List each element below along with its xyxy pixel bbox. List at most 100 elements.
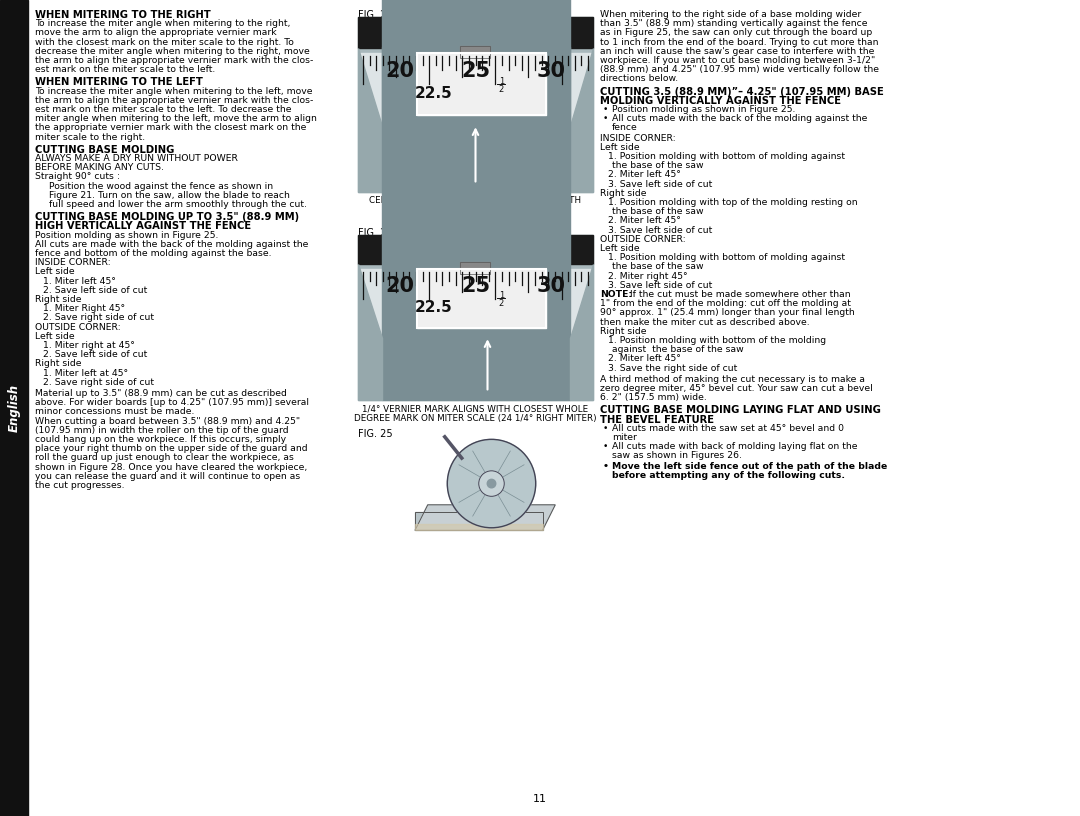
Text: 90° approx. 1" (25.4 mm) longer than your final length: 90° approx. 1" (25.4 mm) longer than you… [600, 308, 854, 317]
Text: HIGH VERTICALLY AGAINST THE FENCE: HIGH VERTICALLY AGAINST THE FENCE [35, 221, 252, 232]
Text: full speed and lower the arm smoothly through the cut.: full speed and lower the arm smoothly th… [49, 200, 307, 209]
Text: 1: 1 [499, 291, 504, 300]
Text: CUTTING BASE MOLDING LAYING FLAT AND USING: CUTTING BASE MOLDING LAYING FLAT AND USI… [600, 406, 881, 415]
Polygon shape [415, 505, 555, 530]
Text: •: • [603, 424, 608, 432]
Text: 1. Miter right at 45°: 1. Miter right at 45° [43, 341, 135, 350]
Polygon shape [415, 524, 542, 530]
Text: 1. Miter left 45°: 1. Miter left 45° [43, 277, 116, 286]
Text: zero degree miter, 45° bevel cut. Your saw can cut a bevel: zero degree miter, 45° bevel cut. Your s… [600, 384, 873, 393]
Text: 30: 30 [536, 277, 565, 296]
Text: 22.5: 22.5 [415, 300, 453, 315]
Text: 1. Position molding with bottom of molding against: 1. Position molding with bottom of moldi… [608, 152, 845, 161]
Text: the cut progresses.: the cut progresses. [35, 481, 124, 490]
Text: 2. Miter left 45°: 2. Miter left 45° [608, 216, 680, 225]
Text: DESIRED WHOLE ANGLE ON MITER SCALE: DESIRED WHOLE ANGLE ON MITER SCALE [383, 206, 567, 215]
Text: Position molding as shown in Figure 25.: Position molding as shown in Figure 25. [35, 231, 218, 240]
Text: •: • [603, 462, 609, 471]
Polygon shape [569, 264, 593, 401]
Text: the arm to align the appropriate vernier mark with the clos-: the arm to align the appropriate vernier… [35, 95, 313, 104]
Text: MOLDING VERTICALLY AGAINST THE FENCE: MOLDING VERTICALLY AGAINST THE FENCE [600, 95, 841, 106]
Bar [460, 262, 490, 274]
Text: 22.5: 22.5 [415, 86, 453, 101]
Text: Position molding as shown in Figure 25.: Position molding as shown in Figure 25. [612, 105, 795, 114]
Text: Left side: Left side [35, 332, 75, 341]
Text: INSIDE CORNER:: INSIDE CORNER: [600, 134, 676, 143]
Bar [360, 53, 591, 126]
Text: INSIDE CORNER:: INSIDE CORNER: [35, 258, 111, 267]
Text: miter angle when mitering to the left, move the arm to align: miter angle when mitering to the left, m… [35, 114, 316, 123]
Text: 25: 25 [461, 277, 490, 296]
Text: A third method of making the cut necessary is to make a: A third method of making the cut necessa… [600, 375, 865, 384]
Text: 1. Position molding with bottom of the molding: 1. Position molding with bottom of the m… [608, 336, 826, 345]
Text: 1. Miter Right 45°: 1. Miter Right 45° [43, 304, 125, 313]
Text: Right side: Right side [600, 188, 647, 197]
Polygon shape [357, 48, 381, 193]
Text: Figure 21. Turn on the saw, allow the blade to reach: Figure 21. Turn on the saw, allow the bl… [49, 191, 289, 200]
Circle shape [447, 439, 536, 528]
Bar [460, 47, 490, 59]
Text: FIG. 23: FIG. 23 [357, 10, 392, 20]
Text: 25: 25 [461, 60, 490, 81]
Text: 3. Save left side of cut: 3. Save left side of cut [608, 281, 712, 290]
Text: WHEN MITERING TO THE RIGHT: WHEN MITERING TO THE RIGHT [35, 10, 211, 20]
Text: 2. Save left side of cut: 2. Save left side of cut [43, 286, 147, 295]
Text: 2. Miter left 45°: 2. Miter left 45° [608, 354, 680, 363]
Text: CUTTING BASE MOLDING UP TO 3.5" (88.9 MM): CUTTING BASE MOLDING UP TO 3.5" (88.9 MM… [35, 212, 299, 222]
Bar [460, 47, 490, 59]
Text: est mark on the miter scale to the left. To decrease the: est mark on the miter scale to the left.… [35, 105, 292, 114]
Text: If the cut must be made somewhere other than: If the cut must be made somewhere other … [627, 290, 851, 299]
Text: Right side: Right side [35, 359, 81, 368]
Text: All cuts made with the saw set at 45° bevel and 0: All cuts made with the saw set at 45° be… [612, 424, 843, 432]
Text: the base of the saw: the base of the saw [612, 263, 704, 272]
Text: workpiece. If you want to cut base molding between 3-1/2": workpiece. If you want to cut base moldi… [600, 56, 875, 65]
Text: 2. Miter left 45°: 2. Miter left 45° [608, 171, 680, 180]
Bar [417, 53, 546, 115]
Text: shown in Figure 28. Once you have cleared the workpiece,: shown in Figure 28. Once you have cleare… [35, 463, 307, 472]
Text: minor concessions must be made.: minor concessions must be made. [35, 407, 194, 416]
Text: you can release the guard and it will continue to open as: you can release the guard and it will co… [35, 472, 300, 481]
Text: To increase the miter angle when mitering to the right,: To increase the miter angle when miterin… [35, 20, 291, 29]
Text: CENTER MARK ON VERNIER SCALE ALIGNS WITH: CENTER MARK ON VERNIER SCALE ALIGNS WITH [369, 197, 581, 206]
Text: 30: 30 [536, 60, 565, 81]
Text: All cuts made with back of molding laying flat on the: All cuts made with back of molding layin… [612, 442, 858, 451]
Text: with the closest mark on the miter scale to the right. To: with the closest mark on the miter scale… [35, 38, 294, 47]
Text: 20: 20 [386, 277, 415, 296]
Text: Left side: Left side [600, 244, 639, 253]
Bar [357, 235, 593, 401]
Text: OUTSIDE CORNER:: OUTSIDE CORNER: [35, 322, 121, 331]
Bar [357, 17, 593, 48]
Text: Material up to 3.5" (88.9 mm) can be cut as described: Material up to 3.5" (88.9 mm) can be cut… [35, 389, 287, 398]
Text: fence: fence [612, 123, 638, 132]
Text: English: English [8, 384, 21, 432]
Text: THE BEVEL FEATURE: THE BEVEL FEATURE [600, 415, 714, 424]
Text: 2. Save right side of cut: 2. Save right side of cut [43, 378, 154, 387]
Text: roll the guard up just enough to clear the workpiece, as: roll the guard up just enough to clear t… [35, 454, 294, 463]
Text: To increase the miter angle when mitering to the left, move: To increase the miter angle when miterin… [35, 86, 312, 95]
Text: 1. Position molding with top of the molding resting on: 1. Position molding with top of the mold… [608, 198, 858, 207]
Text: •: • [603, 114, 608, 123]
Text: 2. Save right side of cut: 2. Save right side of cut [43, 313, 154, 322]
Text: CUTTING 3.5 (88.9 MM)”– 4.25" (107.95 MM) BASE: CUTTING 3.5 (88.9 MM)”– 4.25" (107.95 MM… [600, 86, 883, 96]
Bar [417, 269, 546, 328]
Text: Right side: Right side [600, 326, 647, 336]
Text: 11: 11 [534, 794, 546, 804]
Text: decrease the miter angle when mitering to the right, move: decrease the miter angle when mitering t… [35, 47, 310, 55]
Text: 3. Save the right side of cut: 3. Save the right side of cut [608, 364, 738, 373]
Text: All cuts are made with the back of the molding against the: All cuts are made with the back of the m… [35, 240, 309, 249]
Text: ALWAYS MAKE A DRY RUN WITHOUT POWER: ALWAYS MAKE A DRY RUN WITHOUT POWER [35, 154, 238, 163]
Text: miter: miter [612, 433, 637, 442]
Bar [360, 269, 591, 339]
Text: 2: 2 [499, 299, 504, 308]
Text: Move the left side fence out of the path of the blade: Move the left side fence out of the path… [612, 462, 888, 471]
Text: BEFORE MAKING ANY CUTS.: BEFORE MAKING ANY CUTS. [35, 163, 164, 172]
Text: Straight 90° cuts :: Straight 90° cuts : [35, 172, 120, 181]
Text: miter scale to the right.: miter scale to the right. [35, 133, 145, 142]
Bar [0, 0, 28, 816]
Text: move the arm to align the appropriate vernier mark: move the arm to align the appropriate ve… [35, 29, 276, 38]
Text: All cuts made with the back of the molding against the: All cuts made with the back of the moldi… [612, 114, 867, 123]
Text: the base of the saw: the base of the saw [612, 207, 704, 216]
Text: the arm to align the appropriate vernier mark with the clos-: the arm to align the appropriate vernier… [35, 56, 313, 65]
Text: FIG. 25: FIG. 25 [357, 428, 393, 439]
Bar [417, 53, 546, 115]
